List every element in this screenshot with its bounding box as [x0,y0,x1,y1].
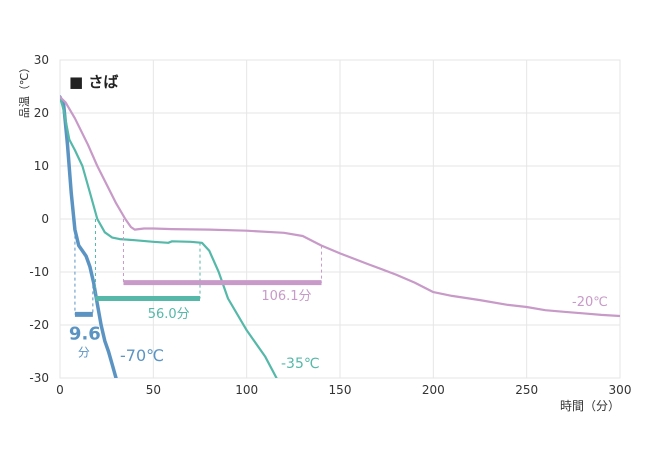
x-tick-label: 150 [329,383,352,397]
x-tick-label: 100 [235,383,258,397]
x-axis-title: 時間（分） [560,399,620,413]
label-layer: ■ さば -70℃ -35℃ -20℃ [69,73,608,372]
x-tick-label: 200 [422,383,445,397]
series-label: -70℃ [120,346,164,365]
x-tick-label: 250 [515,383,538,397]
y-tick-label: 0 [41,212,49,226]
series-label: -20℃ [572,295,608,310]
chart-title: ■ さば [69,73,118,91]
duration-label: 106.1分 [261,289,311,304]
y-tick-label: 30 [34,53,49,67]
grid-layer [59,59,621,379]
y-tick-label: 10 [34,159,49,173]
series-line--20 [60,95,620,318]
annotation-layer: 9.6分 56.0分 106.1分 [69,219,323,359]
y-tick-label: 20 [34,106,49,120]
duration-label-unit: 分 [78,345,90,359]
y-tick-label: -10 [29,265,49,279]
duration-label: 56.0分 [148,307,190,322]
series-label: -35℃ [281,356,320,372]
series-layer [60,95,620,378]
duration-label: 9.6 [69,323,101,344]
series-line--70 [60,95,118,378]
x-tick-label: 300 [609,383,632,397]
x-tick-label: 50 [146,383,161,397]
y-axis-title: 品温（℃） [18,62,31,118]
x-tick-label: 0 [56,383,64,397]
y-tick-label: -30 [29,371,49,385]
series-line--35 [60,95,278,378]
y-tick-label: -20 [29,318,49,332]
